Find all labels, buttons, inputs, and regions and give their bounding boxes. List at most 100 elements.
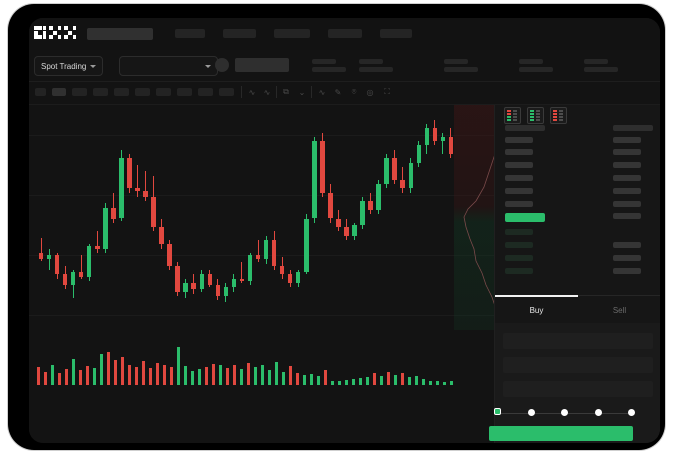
volume-bar: [421, 378, 426, 385]
order-book-price-cell[interactable]: [505, 201, 533, 207]
volume-bar: [246, 362, 251, 385]
stat-1-label: [312, 59, 336, 64]
camera-icon[interactable]: ⌾: [351, 87, 357, 96]
tab-buy[interactable]: Buy: [495, 295, 578, 324]
chevron-down-icon: [205, 64, 211, 68]
settings-icon[interactable]: ◎: [366, 87, 374, 97]
volume-bar: [211, 363, 216, 385]
order-book-price-cell[interactable]: [505, 175, 533, 181]
order-book-price-cell[interactable]: [505, 229, 533, 235]
order-book-size-cell[interactable]: [613, 201, 641, 207]
main-content: Buy Sell: [29, 105, 660, 443]
okx-logo[interactable]: [34, 26, 78, 40]
order-book-view-modes: [504, 107, 567, 124]
price-field[interactable]: [503, 357, 653, 373]
order-book-size-cell[interactable]: [613, 162, 641, 168]
trading-mode-selector[interactable]: Spot Trading: [34, 56, 104, 76]
toolbar-separator: [276, 86, 277, 98]
price-chart[interactable]: [29, 105, 494, 443]
candle-body: [392, 158, 397, 180]
timeframe-tf-3[interactable]: [72, 88, 87, 96]
order-type-field[interactable]: [503, 333, 653, 349]
volume-bar: [169, 367, 174, 385]
order-book-price-cell[interactable]: [505, 268, 533, 274]
candle-body: [304, 218, 309, 273]
candle-wick: [402, 166, 404, 193]
stepper-dot-active[interactable]: [494, 408, 501, 415]
volume-bar: [274, 361, 279, 385]
order-book-size-cell[interactable]: [613, 242, 641, 248]
timeframe-tf-10[interactable]: [219, 88, 234, 96]
both-icon[interactable]: [504, 107, 521, 124]
order-book-spread-highlight[interactable]: [505, 213, 545, 222]
nav-skeleton-5[interactable]: [328, 29, 362, 38]
volume-bar: [302, 375, 307, 385]
compare-icon[interactable]: ∿: [263, 87, 271, 97]
volume-bar: [267, 369, 272, 385]
nav-skeleton-1[interactable]: [87, 28, 153, 40]
order-book-size-cell[interactable]: [613, 268, 641, 274]
order-book-size-cell[interactable]: [613, 125, 653, 131]
timeframe-tf-4[interactable]: [93, 88, 108, 96]
timeframe-tf-9[interactable]: [198, 88, 213, 96]
order-book-price-cell[interactable]: [505, 255, 533, 261]
volume-bar: [295, 373, 300, 385]
volume-bar: [50, 364, 55, 385]
order-book-price-cell[interactable]: [505, 137, 533, 143]
trading-pair-selector[interactable]: [119, 56, 218, 76]
volume-bar: [442, 382, 447, 385]
timeframe-tf-8[interactable]: [177, 88, 192, 96]
bids-icon[interactable]: [527, 107, 544, 124]
order-book-price-cell[interactable]: [505, 162, 533, 168]
order-book-price-cell[interactable]: [505, 188, 533, 194]
candle-body: [151, 197, 156, 228]
chart-gridline: [29, 135, 494, 136]
order-book-size-cell[interactable]: [613, 149, 641, 155]
candle-wick: [145, 171, 147, 202]
candle-wick: [80, 255, 82, 279]
chevron-down-icon[interactable]: ⌄: [298, 87, 306, 97]
stepper-dot[interactable]: [594, 409, 602, 416]
timeframe-tf-5[interactable]: [114, 88, 129, 96]
volume-bar: [260, 365, 265, 385]
stepper-dot[interactable]: [628, 409, 635, 416]
onboarding-stepper: [488, 408, 635, 418]
timeframe-tf-7[interactable]: [156, 88, 171, 96]
stepper-dot[interactable]: [561, 409, 568, 416]
order-book-price-cell[interactable]: [505, 149, 533, 155]
nav-skeleton-4[interactable]: [274, 29, 310, 38]
order-book-size-cell[interactable]: [613, 255, 641, 261]
candle-body: [408, 162, 414, 189]
order-book-size-cell[interactable]: [613, 175, 641, 181]
ruler-icon[interactable]: ✎: [334, 87, 342, 97]
nav-skeleton-6[interactable]: [380, 29, 412, 38]
candle-body: [38, 252, 44, 260]
tab-sell[interactable]: Sell: [578, 296, 660, 324]
candle-wick: [257, 240, 259, 262]
volume-bar: [358, 377, 363, 385]
volume-bar: [190, 370, 195, 385]
indicator-icon[interactable]: ∿: [248, 87, 256, 97]
line-chart-icon[interactable]: ∿: [318, 87, 326, 97]
candle-wick: [112, 192, 114, 223]
stepper-dot[interactable]: [527, 409, 535, 416]
amount-field[interactable]: [503, 381, 653, 397]
nav-skeleton-3[interactable]: [223, 29, 256, 38]
onboarding-cta-button[interactable]: [489, 426, 633, 441]
timeframe-tf-1[interactable]: [35, 88, 46, 96]
fullscreen-icon[interactable]: ⛶: [384, 87, 390, 96]
order-book-price-cell[interactable]: [505, 242, 533, 248]
candle-body: [400, 179, 405, 189]
stat-2-label: [359, 59, 383, 64]
order-book-size-cell[interactable]: [613, 213, 641, 219]
timeframe-tf-6[interactable]: [135, 88, 150, 96]
order-book-size-cell[interactable]: [613, 188, 641, 194]
template-icon[interactable]: ⧉: [283, 87, 289, 96]
nav-skeleton-2[interactable]: [175, 29, 205, 38]
order-book-price-cell[interactable]: [505, 125, 545, 131]
tab-sell-label: Sell: [612, 305, 627, 315]
asks-icon[interactable]: [550, 107, 567, 124]
order-book-size-cell[interactable]: [613, 137, 641, 143]
timeframe-tf-2[interactable]: [52, 88, 66, 96]
volume-bar: [365, 377, 370, 385]
